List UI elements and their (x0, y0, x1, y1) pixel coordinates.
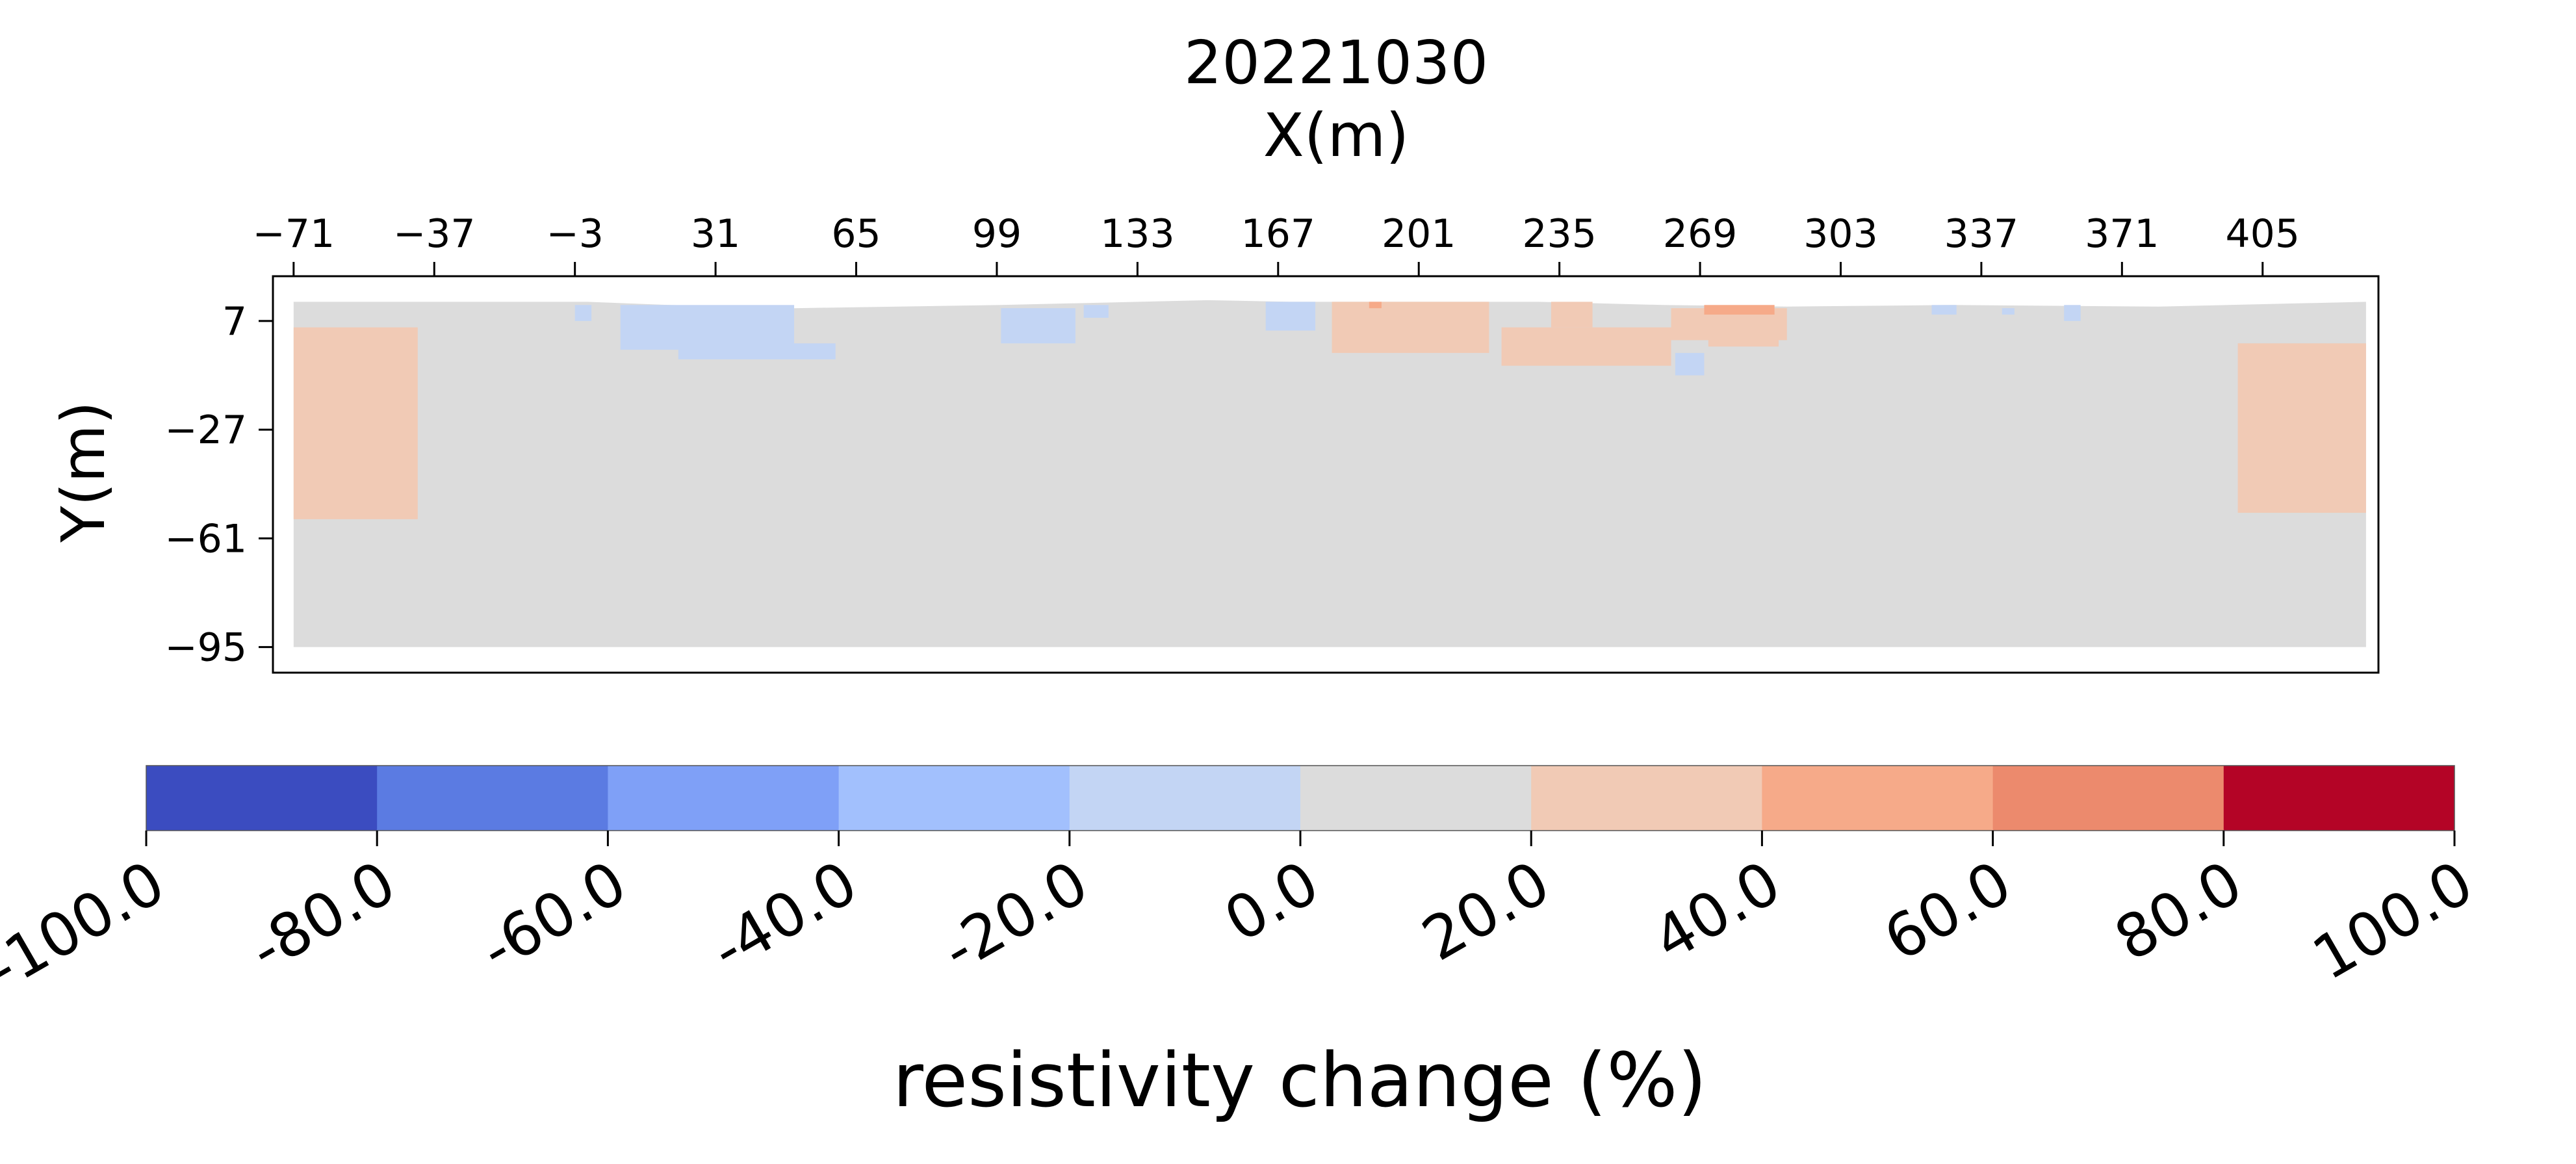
colorbar-tick-label: 80.0 (2104, 847, 2254, 974)
colorbar-tick-label: 0.0 (1213, 847, 1330, 955)
colorbar-segment (1762, 766, 1994, 831)
x-tick-label: 133 (1100, 211, 1175, 257)
plot-frame (272, 275, 2380, 674)
heatmap-cell (2002, 308, 2015, 315)
x-tick-label: −37 (393, 211, 476, 257)
x-tick-label: 201 (1382, 211, 1456, 257)
colorbar-label: resistivity change (%) (893, 1037, 1707, 1124)
x-axis-ticks: −71 −37 −3 31 65 99 133 167 201 235 269 303 337 371 40… (253, 211, 2300, 276)
colorbar-tick-label: 60.0 (1873, 847, 2023, 974)
heatmap-cell (1083, 305, 1109, 318)
colorbar-tick-label: -40.0 (700, 847, 869, 985)
colorbar-tick-label: 20.0 (1411, 847, 1561, 974)
heatmap-cell (1501, 327, 1671, 366)
y-tick-label: 7 (222, 299, 247, 344)
heatmap-cell (1265, 302, 1316, 331)
heatmap-cell (1001, 308, 1075, 344)
heatmap-cell (1931, 305, 1957, 315)
x-tick-label: 337 (1944, 211, 2019, 257)
y-axis-label: Y(m) (49, 401, 118, 543)
y-axis-ticks: 7 −27 −61 −95 (164, 299, 273, 671)
heatmap-cell (1332, 302, 1489, 354)
heatmap-cell (2064, 305, 2081, 321)
heatmap-cell (1708, 337, 1779, 347)
colorbar-segment (146, 766, 378, 831)
heatmap-cell (620, 305, 795, 350)
x-tick-label: 405 (2226, 211, 2300, 257)
colorbar-ticks: -100.0 -80.0 -60.0 -40.0 -20.0 0.0 20.0 40.0 60.… (0, 831, 2484, 1004)
plot-area (293, 300, 2366, 647)
x-tick-label: 31 (691, 211, 740, 257)
colorbar-segment (1531, 766, 1762, 831)
heatmap-cell (1704, 305, 1775, 315)
x-tick-label: 269 (1663, 211, 1738, 257)
heatmap-cell (1551, 302, 1593, 328)
x-axis-label: X(m) (1263, 101, 1409, 170)
colorbar-tick-label: -80.0 (238, 847, 407, 985)
colorbar-segment (1300, 766, 1532, 831)
x-tick-label: 65 (831, 211, 881, 257)
colorbar-tick-label: -20.0 (931, 847, 1100, 985)
colorbar-tick-label: -100.0 (0, 847, 176, 1004)
colorbar-tick-label: 100.0 (2301, 847, 2484, 993)
colorbar-segment (1069, 766, 1301, 831)
heatmap-cell (2237, 343, 2366, 513)
colorbar-segment (838, 766, 1070, 831)
colorbar-tick-label: 40.0 (1642, 847, 1792, 974)
model-domain (293, 300, 2366, 647)
x-tick-label: −3 (546, 211, 603, 257)
chart-title: 20221030 (1184, 28, 1488, 97)
heatmap-cell (574, 305, 592, 321)
x-tick-label: 303 (1803, 211, 1878, 257)
heatmap-cell (1369, 302, 1382, 309)
x-tick-label: 167 (1241, 211, 1316, 257)
y-tick-label: −61 (164, 516, 247, 562)
x-tick-label: 371 (2085, 211, 2159, 257)
x-tick-label: 235 (1522, 211, 1597, 257)
colorbar-segment (2223, 766, 2455, 831)
heatmap-cell (293, 327, 418, 519)
colorbar (146, 765, 2455, 831)
y-tick-label: −27 (164, 407, 247, 453)
colorbar-segment (608, 766, 840, 831)
x-tick-label: 99 (972, 211, 1022, 257)
y-tick-label: −95 (164, 625, 247, 671)
heatmap-cell (1675, 353, 1705, 376)
heatmap-cell (678, 343, 836, 359)
x-tick-label: −71 (253, 211, 335, 257)
colorbar-segment (1992, 766, 2224, 831)
colorbar-segment (377, 766, 608, 831)
colorbar-tick-label: -60.0 (469, 847, 638, 985)
